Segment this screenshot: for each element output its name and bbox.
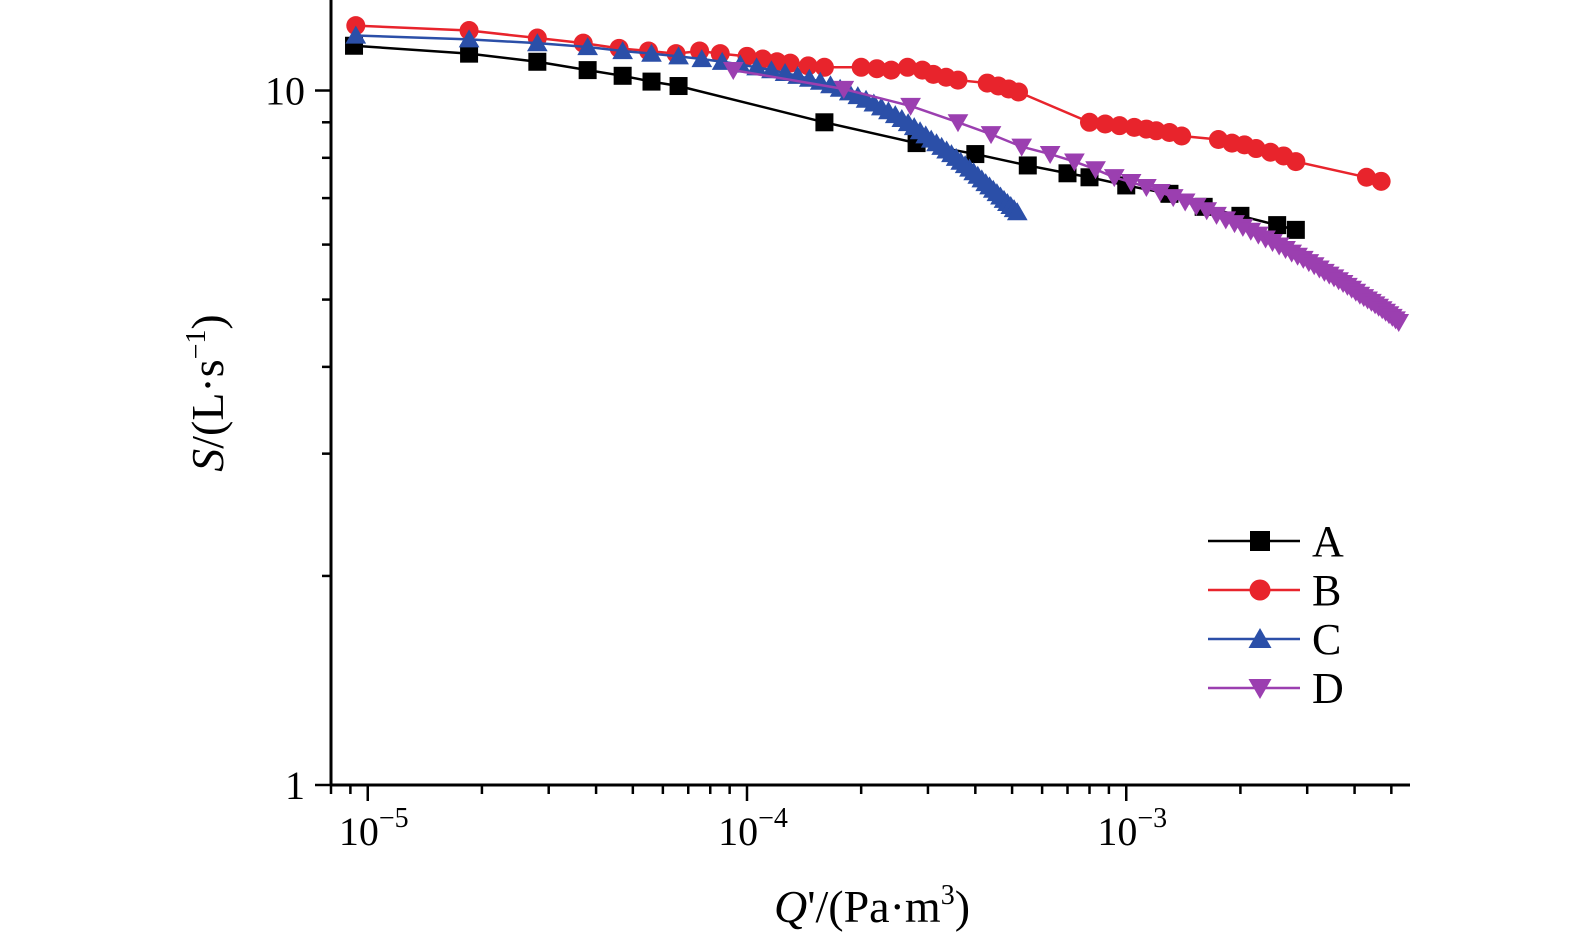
point-C <box>691 49 713 68</box>
point-D <box>947 114 969 133</box>
point-C <box>577 37 598 56</box>
y-axis-title: S/(L·s−1) <box>181 314 233 472</box>
y-tick-label: 10 <box>265 69 305 114</box>
point-A <box>1268 216 1287 235</box>
point-C <box>612 41 633 60</box>
point-C <box>774 63 796 82</box>
point-C <box>746 57 767 76</box>
y-axis-title-units: /(L·s <box>182 359 233 448</box>
point-D <box>1120 174 1142 193</box>
y-axis-title-close: ) <box>182 314 233 329</box>
point-A <box>528 52 547 71</box>
legend-label: D <box>1312 664 1344 713</box>
x-axis-title-symbol: Q <box>774 881 807 932</box>
point-B <box>1371 171 1391 191</box>
point-A <box>669 77 688 96</box>
point-A <box>1058 164 1077 183</box>
point-C <box>668 46 689 65</box>
x-axis-title-units: '/(Pa·m <box>807 881 941 932</box>
point-B <box>1286 152 1306 172</box>
point-D <box>1136 178 1157 197</box>
series-C <box>345 25 1028 221</box>
x-tick-label: 10−5 <box>339 803 409 854</box>
legend-marker <box>1248 628 1272 648</box>
legend-item-D: D <box>1208 664 1344 713</box>
point-A <box>460 44 479 63</box>
legend-label: A <box>1312 517 1344 566</box>
legend-item-A: A <box>1208 517 1344 566</box>
y-axis-title-exponent: −1 <box>181 330 212 360</box>
point-A <box>1018 156 1037 175</box>
point-B <box>898 57 918 77</box>
point-C <box>458 29 480 48</box>
point-A <box>966 145 985 164</box>
x-tick-label-exponent: −3 <box>1137 803 1167 834</box>
x-tick-label: 10−4 <box>718 803 788 854</box>
x-tick-label: 10−3 <box>1097 803 1167 854</box>
point-A <box>1286 220 1305 239</box>
x-axis-title-close: ) <box>955 881 970 932</box>
point-B <box>1009 82 1029 102</box>
tick-marks <box>315 89 1393 801</box>
x-axis-title-exponent: 3 <box>941 880 955 911</box>
point-D <box>1085 161 1106 180</box>
point-D <box>980 126 1002 145</box>
series-B <box>346 16 1391 191</box>
y-tick-label: 1 <box>285 763 305 808</box>
series-line-D <box>733 68 1400 324</box>
point-A <box>815 113 834 132</box>
point-D <box>1011 138 1033 157</box>
point-B <box>867 59 887 79</box>
x-axis-title: Q'/(Pa·m3) <box>774 880 970 932</box>
point-A <box>578 61 597 80</box>
legend-marker <box>1249 579 1271 601</box>
point-B <box>1110 116 1130 136</box>
x-tick-label-exponent: −5 <box>379 803 409 834</box>
point-B <box>1079 112 1099 132</box>
legend-label: C <box>1312 615 1341 664</box>
series-layer <box>345 16 1410 333</box>
y-axis-title-symbol: S <box>182 449 233 472</box>
legend-label: B <box>1312 566 1341 615</box>
point-B <box>948 70 968 90</box>
point-B <box>1246 139 1266 159</box>
point-A <box>642 72 661 91</box>
point-A <box>613 66 632 85</box>
point-B <box>814 57 834 77</box>
point-B <box>1356 167 1376 187</box>
legend-marker <box>1248 679 1272 699</box>
point-B <box>1172 126 1192 146</box>
point-C <box>641 43 662 62</box>
x-tick-label-base: 10 <box>339 809 379 854</box>
series-D <box>722 62 1410 333</box>
legend-item-C: C <box>1208 615 1341 664</box>
x-tick-label-exponent: −4 <box>758 803 788 834</box>
point-C <box>345 25 367 44</box>
point-C <box>761 60 782 79</box>
point-D <box>1206 206 1227 225</box>
point-D <box>1064 153 1085 172</box>
axes <box>329 0 1410 787</box>
point-D <box>1039 145 1061 164</box>
point-C <box>526 33 548 52</box>
point-B <box>851 57 871 77</box>
point-D <box>1196 202 1218 221</box>
point-B <box>1095 114 1115 134</box>
point-D <box>1103 169 1125 188</box>
point-D <box>1388 314 1410 333</box>
legend-marker <box>1250 531 1270 551</box>
point-D <box>1149 184 1171 203</box>
point-D <box>833 80 855 99</box>
point-D <box>722 62 744 81</box>
point-B <box>881 60 901 80</box>
x-tick-label-base: 10 <box>1097 809 1137 854</box>
point-B <box>798 56 818 76</box>
legend-item-B: B <box>1208 566 1341 615</box>
x-tick-label-base: 10 <box>718 809 758 854</box>
point-D <box>900 97 921 116</box>
point-C <box>1006 202 1028 221</box>
